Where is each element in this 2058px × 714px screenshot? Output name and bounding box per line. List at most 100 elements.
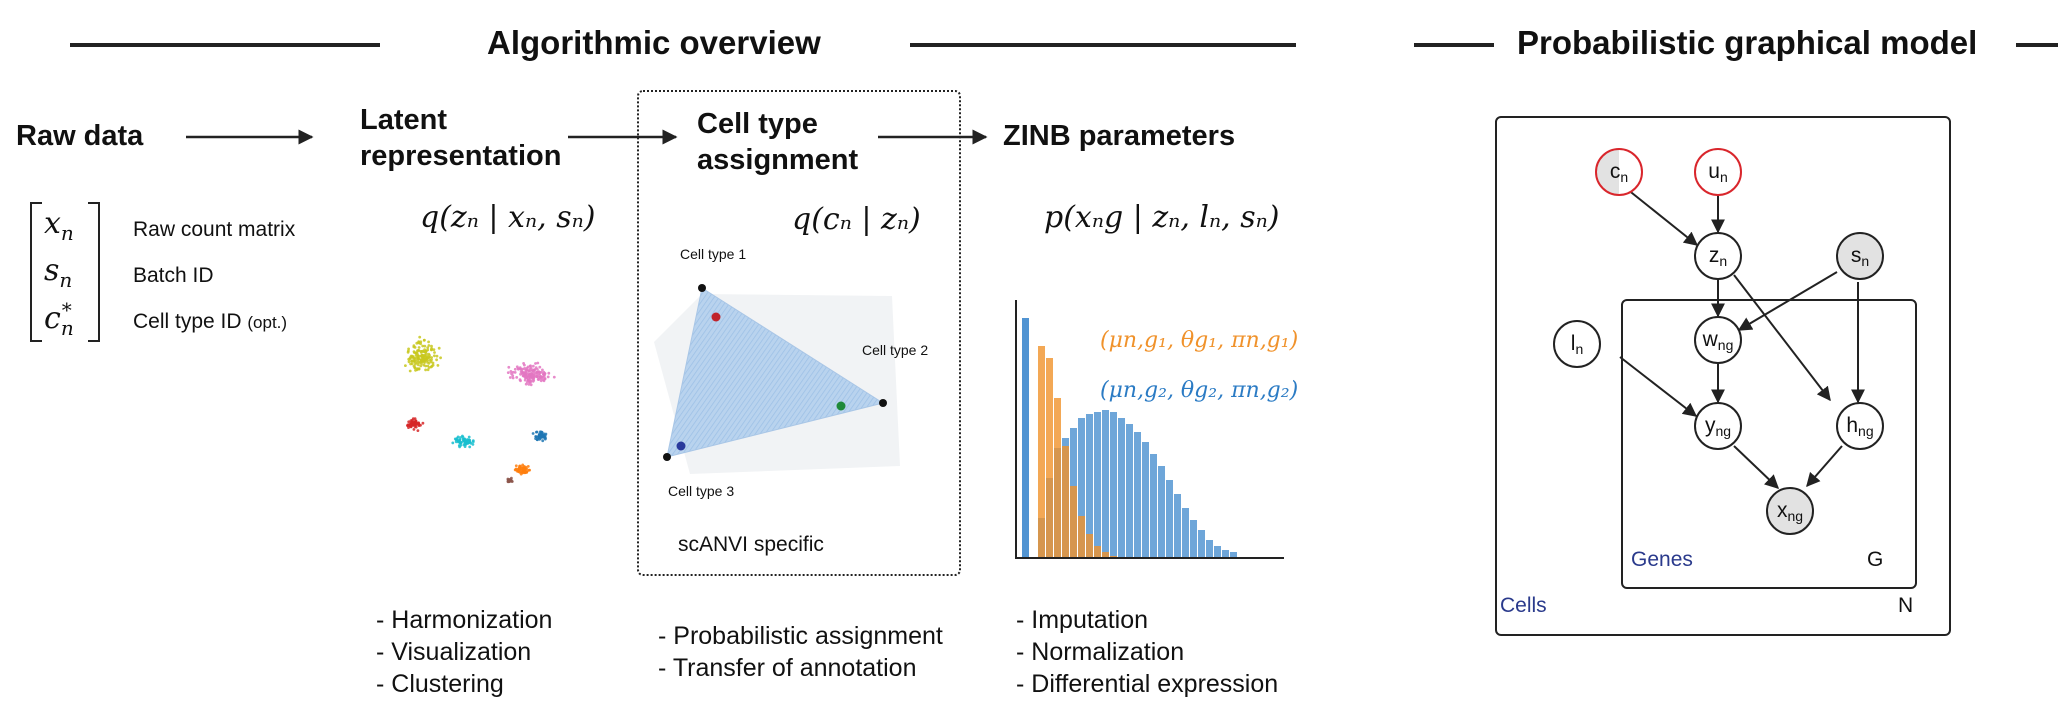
scatter-point xyxy=(524,382,528,386)
hist-bar-orange xyxy=(1046,358,1053,558)
raw-label-cell-type-id: Cell type ID (opt.) xyxy=(133,310,288,333)
simplex-diagram xyxy=(654,284,900,474)
scatter-point xyxy=(419,423,422,427)
scatter-point xyxy=(409,423,413,427)
scatter-point xyxy=(534,435,538,438)
scatter-point xyxy=(433,351,436,354)
scatter-point xyxy=(547,371,551,375)
scanvi-dashed-box xyxy=(637,90,961,576)
zinb-title: ZINB parameters xyxy=(1003,120,1236,152)
scatter-point xyxy=(530,372,533,376)
hist-bar-blue xyxy=(1102,410,1109,558)
scatter-point xyxy=(415,356,419,359)
scatter-point xyxy=(509,479,513,483)
hist-bar-orange xyxy=(1094,546,1101,558)
scatter-point xyxy=(523,363,526,367)
scatter-point xyxy=(435,358,438,362)
plate-genes xyxy=(1621,299,1917,589)
hist-axes xyxy=(1015,300,1284,559)
scatter-point xyxy=(413,346,417,349)
scatter-point xyxy=(430,348,433,352)
scatter-point xyxy=(527,383,531,386)
scatter-point xyxy=(436,364,440,367)
hist-bar-blue xyxy=(1158,466,1165,558)
scatter-point xyxy=(532,368,536,372)
scanvi-specific-note: scANVI specific xyxy=(678,533,824,556)
hist-bar-blue xyxy=(1134,432,1141,558)
scatter-point xyxy=(527,372,531,376)
scatter-point xyxy=(521,367,525,371)
scatter-point xyxy=(417,341,420,345)
scatter-point xyxy=(426,348,430,352)
scatter-point xyxy=(521,468,525,471)
scatter-point xyxy=(513,367,517,371)
scatter-point xyxy=(543,437,547,441)
scatter-point xyxy=(543,377,547,380)
scatter-point xyxy=(464,443,467,447)
scatter-point xyxy=(522,374,525,378)
simplex-label-cell-type-2: Cell type 2 xyxy=(862,342,929,358)
scatter-point xyxy=(528,468,531,472)
scatter-point xyxy=(538,371,542,375)
scatter-point xyxy=(419,340,423,344)
header-rule-mid xyxy=(910,43,1296,47)
scatter-point xyxy=(451,441,455,445)
scatter-point xyxy=(519,367,523,371)
scatter-point xyxy=(428,358,432,362)
scatter-point xyxy=(541,439,545,443)
celltype-bullets: - Probabilistic assignment - Transfer of … xyxy=(658,622,943,682)
edge-z-h xyxy=(1733,274,1831,402)
scatter-point xyxy=(426,346,430,350)
scatter-point xyxy=(430,344,433,348)
scatter-point xyxy=(427,340,430,344)
simplex-triangle xyxy=(666,287,885,458)
scatter-point xyxy=(454,438,458,442)
hist-bar-orange xyxy=(1086,534,1093,558)
hist-bar-orange xyxy=(1054,398,1061,558)
scatter-point xyxy=(513,371,517,374)
scatter-point xyxy=(536,368,539,371)
scatter-point xyxy=(430,356,433,359)
scatter-point xyxy=(426,364,430,368)
scatter-point xyxy=(466,439,470,442)
raw-var-x: xn xyxy=(44,206,74,245)
scatter-point xyxy=(525,467,528,471)
hist-bar-orange xyxy=(1102,552,1109,558)
scatter-point xyxy=(412,428,416,431)
scatter-point xyxy=(515,376,519,379)
scatter-point xyxy=(426,368,430,372)
hist-bar-blue xyxy=(1198,530,1205,558)
scatter-point xyxy=(527,374,531,378)
scatter-point xyxy=(524,368,528,372)
hist-bar-blue xyxy=(1230,552,1237,558)
hist-bar-orange xyxy=(1078,516,1085,558)
scatter-point xyxy=(506,479,510,483)
simplex-label-cell-type-3: Cell type 3 xyxy=(668,483,735,499)
scatter-point xyxy=(514,464,518,468)
scatter-point xyxy=(407,357,411,361)
scatter-point xyxy=(425,354,429,358)
hist-bar-blue xyxy=(1078,418,1085,558)
hist-bar-orange xyxy=(1038,346,1045,558)
hist-bar-blue xyxy=(1094,412,1101,558)
scatter-point xyxy=(427,361,431,365)
plate-cells-label: Cells xyxy=(1500,594,1547,617)
scatter-point xyxy=(413,356,417,360)
hist-bar-blue xyxy=(1150,454,1157,558)
hist-bar-blue xyxy=(1174,494,1181,558)
edge-y-x xyxy=(1733,445,1780,489)
hist-bar-orange xyxy=(1070,486,1077,558)
simplex-point-blue xyxy=(676,441,686,451)
scatter-point xyxy=(546,375,550,379)
simplex-point-green xyxy=(836,401,846,411)
scatter-point xyxy=(509,370,513,373)
algorithmic-overview-title: Algorithmic overview xyxy=(487,24,821,61)
raw-bracket-right xyxy=(88,202,100,342)
scatter-point xyxy=(420,350,424,353)
edge-l-y xyxy=(1619,356,1698,417)
scatter-point xyxy=(410,362,414,366)
scatter-point xyxy=(437,346,441,350)
scatter-point xyxy=(435,354,439,358)
celltype-title: Cell type assignment xyxy=(697,108,859,176)
